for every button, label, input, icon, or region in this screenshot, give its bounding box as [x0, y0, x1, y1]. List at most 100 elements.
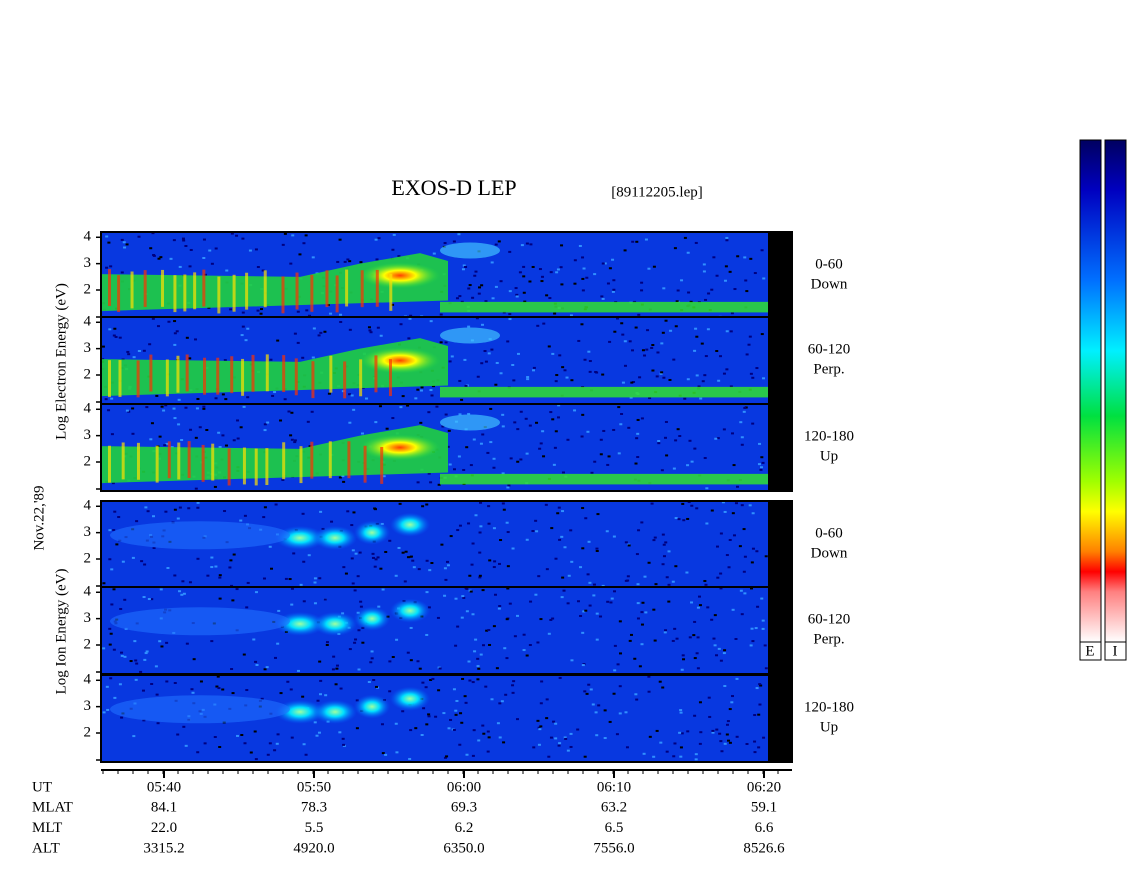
noise — [302, 560, 306, 563]
noise — [265, 666, 269, 669]
noise — [516, 718, 520, 721]
noise — [167, 320, 171, 323]
noise — [695, 374, 699, 377]
noise — [690, 460, 694, 463]
noise — [213, 736, 217, 739]
noise — [706, 606, 710, 609]
noise — [607, 455, 611, 458]
noise — [290, 736, 294, 739]
noise — [158, 435, 162, 438]
noise — [401, 551, 405, 554]
spectrogram-feature — [130, 271, 134, 309]
noise — [196, 397, 200, 400]
noise — [660, 469, 664, 472]
noise — [672, 358, 676, 361]
noise — [378, 405, 382, 408]
noise — [425, 503, 429, 506]
noise — [195, 407, 199, 410]
noise — [514, 287, 518, 290]
noise — [202, 257, 206, 260]
noise — [442, 712, 446, 715]
noise — [225, 269, 229, 272]
noise — [634, 693, 638, 696]
noise — [557, 744, 561, 747]
noise — [762, 377, 766, 380]
noise — [683, 397, 687, 400]
noise — [173, 320, 177, 323]
noise — [465, 610, 469, 613]
noise — [478, 574, 482, 577]
noise — [478, 551, 482, 554]
noise — [619, 423, 623, 426]
noise — [457, 233, 461, 236]
noise — [679, 709, 683, 712]
noise — [749, 644, 753, 647]
noise — [421, 505, 425, 508]
noise — [634, 462, 638, 465]
noise — [512, 379, 516, 382]
noise — [562, 589, 566, 592]
noise — [223, 510, 227, 513]
noise — [122, 241, 126, 244]
noise — [474, 514, 478, 517]
noise — [105, 266, 109, 269]
noise — [293, 332, 297, 335]
noise — [719, 532, 723, 535]
noise — [648, 397, 652, 400]
spectrogram-feature — [275, 611, 325, 636]
noise — [664, 541, 668, 544]
spectrogram-feature — [149, 354, 153, 392]
noise — [547, 632, 551, 635]
noise — [388, 660, 392, 663]
noise — [674, 517, 678, 520]
noise — [734, 502, 738, 505]
noise — [120, 651, 124, 654]
noise — [495, 361, 499, 364]
noise — [573, 409, 577, 412]
noise — [673, 627, 677, 630]
spectrogram-feature — [440, 414, 500, 431]
noise — [151, 232, 155, 235]
noise — [144, 506, 148, 509]
noise — [636, 617, 640, 620]
noise — [525, 538, 529, 541]
noise — [462, 264, 466, 267]
noise — [653, 639, 657, 642]
orbit-value: 6350.0 — [443, 840, 484, 856]
noise — [632, 380, 636, 383]
noise — [109, 632, 113, 635]
noise — [751, 640, 755, 643]
noise — [681, 502, 685, 505]
noise — [348, 393, 352, 396]
noise — [480, 362, 484, 365]
spectrogram-feature — [313, 699, 357, 724]
noise — [754, 627, 758, 630]
noise — [218, 446, 222, 449]
noise — [516, 352, 520, 355]
noise — [374, 421, 378, 424]
noise — [550, 527, 554, 530]
noise — [579, 566, 583, 569]
noise — [600, 295, 604, 298]
noise — [338, 238, 342, 241]
noise — [655, 729, 659, 732]
noise — [532, 746, 536, 749]
noise — [430, 562, 434, 565]
noise — [279, 419, 283, 422]
noise — [697, 385, 701, 388]
orbit-value: 63.2 — [601, 800, 627, 816]
noise — [552, 720, 556, 723]
noise — [511, 691, 515, 694]
noise — [109, 265, 113, 268]
noise — [230, 668, 234, 671]
noise — [592, 583, 596, 586]
noise — [719, 740, 723, 743]
noise — [723, 649, 727, 652]
noise — [210, 566, 214, 569]
noise — [735, 677, 739, 680]
noise — [348, 421, 352, 424]
orbit-value: 4920.0 — [293, 840, 334, 856]
spectrogram-feature — [281, 276, 285, 314]
noise — [486, 451, 490, 454]
spectrogram-feature — [241, 358, 245, 396]
